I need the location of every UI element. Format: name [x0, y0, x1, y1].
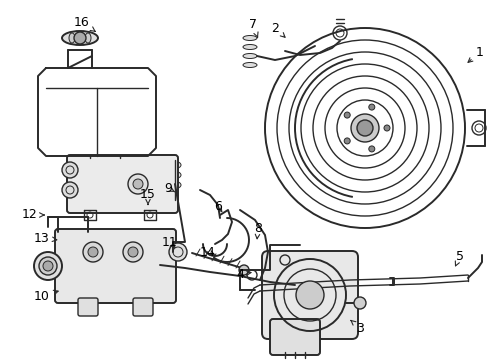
- Text: 5: 5: [454, 249, 463, 266]
- Circle shape: [356, 120, 372, 136]
- Circle shape: [128, 247, 138, 257]
- Text: 15: 15: [140, 189, 156, 204]
- Text: 3: 3: [350, 320, 363, 334]
- Text: 4: 4: [236, 267, 250, 280]
- Ellipse shape: [62, 31, 98, 45]
- Text: 8: 8: [253, 221, 262, 239]
- Ellipse shape: [243, 54, 257, 58]
- Ellipse shape: [243, 63, 257, 68]
- Text: 9: 9: [164, 181, 174, 194]
- FancyBboxPatch shape: [269, 319, 319, 355]
- Circle shape: [295, 281, 324, 309]
- Ellipse shape: [169, 162, 181, 168]
- Ellipse shape: [39, 257, 57, 275]
- Text: 16: 16: [74, 15, 95, 31]
- Circle shape: [83, 242, 103, 262]
- Circle shape: [350, 114, 378, 142]
- Ellipse shape: [85, 33, 91, 43]
- Ellipse shape: [34, 252, 62, 280]
- Text: 12: 12: [22, 208, 44, 221]
- Circle shape: [74, 32, 86, 44]
- Ellipse shape: [43, 261, 53, 271]
- Text: 6: 6: [214, 199, 222, 212]
- Circle shape: [88, 247, 98, 257]
- Text: 1: 1: [467, 45, 483, 62]
- Circle shape: [62, 162, 78, 178]
- Circle shape: [133, 179, 142, 189]
- FancyBboxPatch shape: [67, 155, 178, 213]
- Circle shape: [62, 182, 78, 198]
- Text: 2: 2: [270, 22, 285, 37]
- FancyBboxPatch shape: [55, 229, 176, 303]
- Circle shape: [383, 125, 389, 131]
- Circle shape: [368, 146, 374, 152]
- Circle shape: [353, 297, 365, 309]
- Circle shape: [344, 138, 349, 144]
- Circle shape: [123, 242, 142, 262]
- Text: 10: 10: [34, 289, 58, 302]
- Text: 11: 11: [162, 237, 178, 249]
- Text: 7: 7: [248, 18, 258, 37]
- Ellipse shape: [243, 45, 257, 49]
- Ellipse shape: [169, 181, 181, 189]
- Ellipse shape: [169, 171, 181, 179]
- Ellipse shape: [77, 33, 83, 43]
- Text: 13: 13: [34, 231, 57, 244]
- Ellipse shape: [243, 36, 257, 40]
- Circle shape: [128, 174, 148, 194]
- Circle shape: [239, 265, 248, 275]
- Text: 14: 14: [200, 246, 215, 258]
- Ellipse shape: [69, 33, 75, 43]
- FancyBboxPatch shape: [78, 298, 98, 316]
- FancyBboxPatch shape: [262, 251, 357, 339]
- Circle shape: [344, 112, 349, 118]
- Circle shape: [169, 243, 186, 261]
- Circle shape: [368, 104, 374, 110]
- FancyBboxPatch shape: [133, 298, 153, 316]
